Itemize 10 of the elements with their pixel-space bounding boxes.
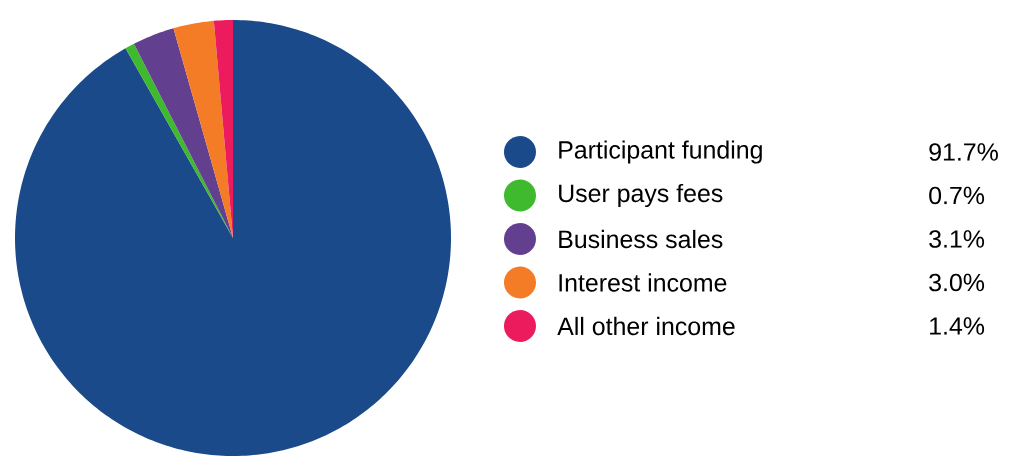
legend-label: All other income — [557, 316, 735, 336]
data-label: 91.7% — [929, 143, 998, 161]
data-label: 3.1% — [929, 230, 985, 248]
legend-label: User pays fees — [559, 183, 723, 208]
data-label: 0.7% — [929, 186, 985, 205]
legend-label: Interest income — [559, 273, 727, 292]
legend-label: Business sales — [559, 229, 723, 249]
data-label: 3.0% — [929, 273, 985, 292]
data-label: 1.4% — [930, 317, 985, 335]
legend-label: Participant funding — [559, 140, 762, 164]
